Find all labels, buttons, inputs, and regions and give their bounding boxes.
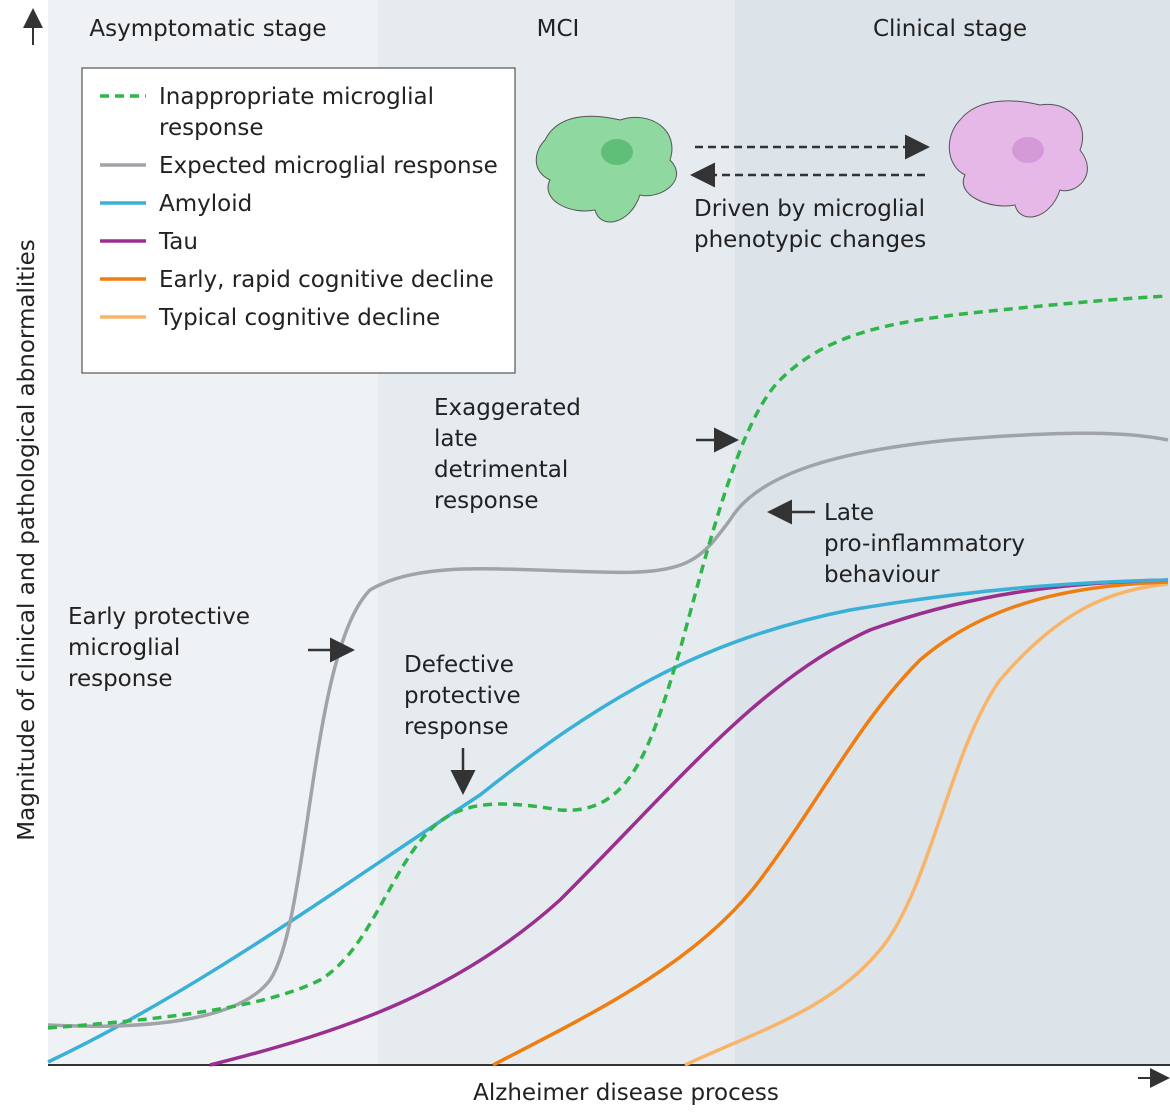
nucleus: [1012, 137, 1044, 163]
legend-items: Inappropriate microglial response Expected…: [100, 84, 498, 331]
annotation: Driven by microglial phenotypic changes: [694, 196, 926, 253]
legend: [81, 67, 516, 374]
curve-typical: [684, 582, 1169, 1067]
curve-inappropriate: [47, 294, 1169, 1030]
nucleus: [601, 139, 633, 165]
curve-tau: [209, 578, 1169, 1067]
annotation: Late pro-inflammatory behaviour: [824, 500, 1025, 588]
curve-early: [492, 580, 1169, 1067]
legend-label: Expected microglial response: [159, 153, 498, 179]
y-axis-label: Magnitude of clinical and pathological a…: [14, 239, 40, 841]
annotation: Exaggerated late detrimental response: [434, 395, 581, 514]
x-axis-label: Alzheimer disease process: [473, 1080, 779, 1106]
annotation: Early protective microglial response: [68, 604, 250, 692]
stage-label: Asymptomatic stage: [89, 16, 326, 42]
stage-label: Clinical stage: [873, 16, 1027, 42]
stage-label: MCI: [537, 16, 580, 42]
legend-label: Tau: [158, 229, 198, 255]
legend-label: Early, rapid cognitive decline: [159, 267, 494, 293]
curves: [47, 294, 1169, 1067]
cell-green: [535, 115, 677, 223]
annotation: Defective protective response: [404, 652, 521, 740]
stage-bg: [735, 0, 1170, 1065]
curve-expected: [47, 431, 1169, 1028]
legend-label: Amyloid: [159, 191, 252, 217]
legend-label: Typical cognitive decline: [158, 305, 440, 331]
curve-amyloid: [47, 578, 1169, 1064]
legend-label: Inappropriate microglial response: [159, 84, 434, 141]
